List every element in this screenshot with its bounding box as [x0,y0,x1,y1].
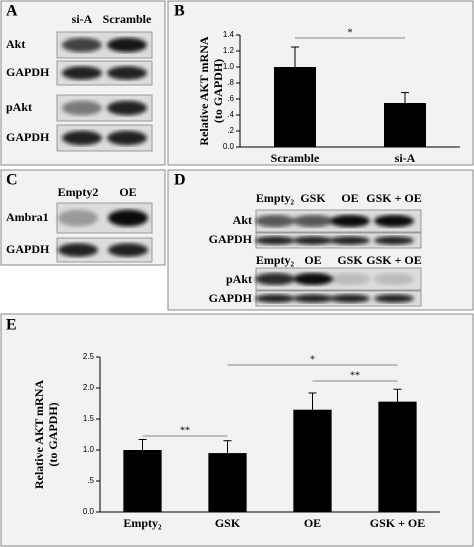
y-tick-label: 1.0 [83,445,95,454]
lane-label: OE [119,185,136,199]
band [255,272,295,286]
lane-label: Empty₂ [256,191,295,205]
significance-label: ** [350,370,360,381]
band [107,100,147,116]
band [374,214,414,228]
band [293,272,333,286]
y-tick-label: 1.4 [223,30,235,39]
band [62,37,102,53]
panel-label: A [6,3,18,20]
band [107,66,147,80]
row-label: pAkt [6,100,32,114]
bar [293,409,332,512]
bar [123,450,162,512]
y-tick-label: .5 [87,476,94,485]
y-tick-label: 0.0 [83,507,95,516]
lane-label: Empty2 [58,185,99,199]
lane-label: GSK [300,191,326,205]
panel-label: B [174,3,185,20]
lane-label: OE [341,191,358,205]
lane-label: si-A [72,12,93,26]
band [330,214,370,228]
x-tick-label: OE [304,516,321,530]
bar [384,103,426,147]
row-label: GAPDH [209,291,253,305]
band [62,100,102,116]
y-tick-label: 1.5 [83,414,95,423]
x-tick-label: Empty₂ [123,516,162,530]
significance-label: * [310,354,315,365]
row-label: GAPDH [6,242,50,256]
y-tick-label: .4 [227,110,234,119]
panel-label: C [6,172,18,189]
y-tick-label: 2.5 [83,352,95,361]
lane-label: GSK + OE [366,191,422,205]
lane-label: Empty₂ [256,253,295,267]
bar [378,401,417,512]
bar [274,67,316,147]
band [107,37,147,53]
y-tick-label: .2 [227,126,234,135]
band [62,66,102,80]
y-axis-label: (to GAPDH) [211,59,225,123]
band [107,130,147,146]
row-label: pAkt [226,272,252,286]
band [374,294,414,303]
row-label: GAPDH [6,130,50,144]
lane-label: GSK [337,253,363,267]
x-tick-label: GSK [215,516,241,530]
band [374,236,414,245]
band [255,236,295,245]
band [58,243,98,257]
y-tick-label: 1.0 [223,62,235,71]
lane-label: Scramble [103,12,152,26]
x-tick-label: si-A [395,151,416,165]
y-axis-label: Relative AKT mRNA [32,380,46,489]
band [374,272,414,286]
significance-label: ** [180,425,190,436]
band [293,294,333,303]
band [62,130,102,146]
y-tick-label: 0.0 [223,142,235,151]
bar [208,453,247,512]
significance-label: * [348,27,353,38]
row-label: Akt [6,37,25,51]
lane-label: OE [304,253,321,267]
band [58,209,98,227]
y-tick-label: .8 [227,78,234,87]
y-axis-label: (to GAPDH) [46,402,60,466]
x-tick-label: GSK + OE [370,516,426,530]
band [293,214,333,228]
lane-label: GSK + OE [366,253,422,267]
y-tick-label: .6 [227,94,234,103]
band [108,243,148,257]
row-label: Ambra1 [6,210,49,224]
y-axis-label: Relative AKT mRNA [197,36,211,145]
band [330,294,370,303]
panel-label: D [174,172,186,189]
band [330,236,370,245]
row-label: GAPDH [209,232,253,246]
band [330,272,370,286]
band [108,209,148,227]
band [255,214,295,228]
row-label: Akt [233,213,252,227]
y-tick-label: 1.2 [223,46,235,55]
row-label: GAPDH [6,65,50,79]
x-tick-label: Scramble [271,151,320,165]
y-tick-label: 2.0 [83,383,95,392]
panel-label: E [6,317,17,334]
band [293,236,333,245]
band [255,294,295,303]
